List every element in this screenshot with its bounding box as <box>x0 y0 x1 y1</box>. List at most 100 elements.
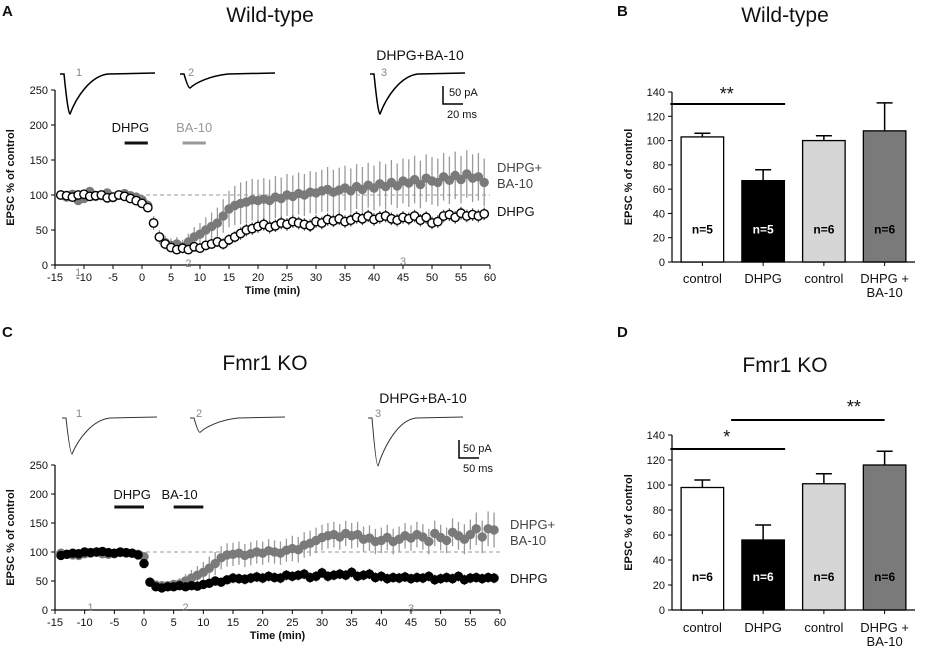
panel-a-drug-label: DHPG <box>112 120 150 135</box>
panel-c-data-point <box>441 535 452 546</box>
panel-a-ytick-label: 0 <box>42 260 48 272</box>
panel-c-xtick-label: 20 <box>257 617 269 629</box>
panel-b-category-label: control <box>683 271 722 286</box>
panel-a-data-point <box>142 202 153 213</box>
panel-a-xtick-label: 15 <box>223 272 235 284</box>
inset-a-label-3: 3 <box>381 67 387 79</box>
panel-c-xtick-label: 35 <box>346 617 358 629</box>
panel-a-legend-dhpg: DHPG <box>497 204 535 219</box>
panel-a-xtick-label: 10 <box>194 272 206 284</box>
panel-a-data-point <box>456 174 466 185</box>
inset-a-scale-v: 50 pA <box>449 87 478 99</box>
panel-c-xtick-label: 15 <box>227 617 239 629</box>
panel-a-xtick-label: -10 <box>76 272 92 284</box>
panel-d-ytick-label: 100 <box>647 480 665 492</box>
panel-a-legend-dhpg-ba10: BA-10 <box>497 176 533 191</box>
panel-a-xtick-label: 35 <box>339 272 351 284</box>
panel-letter-b: B <box>617 3 628 20</box>
inset-c-scale-h: 50 ms <box>463 463 493 475</box>
panel-a-legend-dhpg-ba10: DHPG+ <box>497 160 542 175</box>
panel-c-data-point <box>139 558 149 569</box>
panel-letter-a: A <box>2 3 13 20</box>
panel-d-bar <box>862 464 907 611</box>
panel-c-xtick-label: -15 <box>47 617 63 629</box>
panel-a-xtick-label: -5 <box>108 272 118 284</box>
panel-c-xtick-label: 10 <box>197 617 209 629</box>
inset-a-scale-h: 20 ms <box>447 109 477 121</box>
panel-d-ytick-label: 0 <box>659 605 665 617</box>
panel-d-ytick-label: 120 <box>647 455 665 467</box>
panel-c-ytick-label: 0 <box>42 605 48 617</box>
panel-a-ytick-label: 200 <box>30 120 48 132</box>
panel-d-bar <box>741 539 786 611</box>
panel-a-ytick-label: 250 <box>30 85 48 97</box>
panel-a-data-point <box>479 208 490 219</box>
panel-a-data-point <box>212 218 223 228</box>
panel-a-timepoint-label: 3 <box>400 256 406 268</box>
panel-c-inset-trace-2 <box>190 416 286 433</box>
inset-c-label-2: 2 <box>196 408 202 420</box>
panel-d-significance-label: * <box>723 427 730 447</box>
panel-c-xtick-label: 30 <box>316 617 328 629</box>
panel-a-ytick-label: 100 <box>30 190 48 202</box>
panel-d-n-label: n=6 <box>813 570 834 584</box>
panel-d-ytick-label: 20 <box>653 580 665 592</box>
panel-c-y-axis-label: EPSC % of control <box>5 489 17 586</box>
panel-a-inset-trace-1 <box>60 72 156 115</box>
panel-a-data-point <box>421 212 432 223</box>
panel-a-ytick-label: 150 <box>30 155 48 167</box>
panel-a-xtick-label: 55 <box>455 272 467 284</box>
panel-d-category-label: BA-10 <box>867 634 903 649</box>
panel-a-data-point <box>415 179 426 190</box>
panel-d-ytick-label: 140 <box>647 430 665 442</box>
panel-a-timepoint-label: 2 <box>185 258 191 270</box>
panel-letter-d: D <box>617 324 628 341</box>
panel-c-data-point <box>489 525 499 535</box>
panel-a-data-point <box>148 218 159 228</box>
panel-c-series-dhpg <box>56 546 499 593</box>
inset-c-label-1: 1 <box>76 408 82 420</box>
panel-d-title: Fmr1 KO <box>742 354 827 377</box>
panel-c-timepoint-label: 1 <box>88 602 94 614</box>
panel-c-data-point <box>471 524 481 534</box>
panel-c-data-point <box>424 536 434 547</box>
panel-d-n-label: n=6 <box>874 570 895 584</box>
panel-c-timepoint-label: 3 <box>408 603 414 615</box>
panel-c-scale-bar <box>458 440 479 459</box>
panel-a-inset-trace-3 <box>370 72 466 115</box>
panel-b-bar <box>741 179 786 263</box>
inset-a-title-3: DHPG+BA-10 <box>376 47 464 63</box>
panel-b-category-label: BA-10 <box>867 285 903 300</box>
panel-a-xtick-label: 30 <box>310 272 322 284</box>
panel-a-timepoint-label: 1 <box>75 267 81 279</box>
panel-c-ytick-label: 250 <box>30 460 48 472</box>
panel-d-bar <box>801 483 846 611</box>
panel-a-scale-bar <box>442 86 463 105</box>
panel-b-title: Wild-type <box>741 4 829 27</box>
panel-a-data-point <box>432 216 443 227</box>
panel-c-xtick-label: 45 <box>405 617 417 629</box>
panel-b-category-label: control <box>804 271 843 286</box>
panel-d-bar <box>680 486 725 611</box>
panel-b-significance-label: ** <box>720 84 734 104</box>
panel-c-timepoint-label: 2 <box>182 602 188 614</box>
panel-b-bar <box>680 136 725 263</box>
panel-b-ytick-label: 0 <box>659 257 665 269</box>
panel-c-xtick-label: 0 <box>141 617 147 629</box>
panel-b-ytick-label: 20 <box>653 233 665 245</box>
panel-c-title: Fmr1 KO <box>222 352 307 375</box>
panel-c-legend-dhpg-ba10: DHPG+ <box>510 517 555 532</box>
panel-c-data-point <box>133 550 143 560</box>
panel-a-ytick-label: 50 <box>36 225 48 237</box>
panel-a-data-point <box>218 211 228 221</box>
panel-b-ytick-label: 140 <box>647 87 665 99</box>
panel-b-bar <box>862 130 907 263</box>
panel-a-y-axis-label: EPSC % of control <box>5 129 17 226</box>
panel-a-data-point <box>154 232 165 242</box>
panel-d-significance-label: ** <box>847 397 861 417</box>
panel-b-bar <box>801 139 846 263</box>
panel-d-ytick-label: 40 <box>653 555 665 567</box>
panel-b-ytick-label: 100 <box>647 136 665 148</box>
panel-c-xtick-label: 40 <box>375 617 387 629</box>
